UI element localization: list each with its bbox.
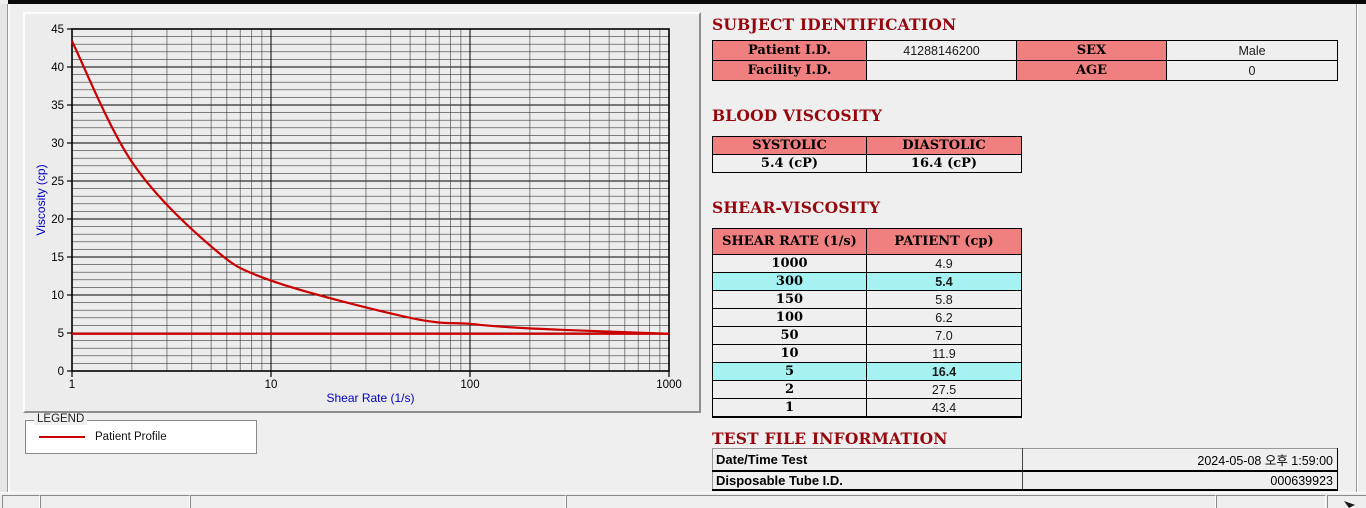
test-file-information-title: TEST FILE INFORMATION bbox=[712, 429, 948, 448]
patient-cp-cell: 5.4 bbox=[866, 272, 1022, 291]
shear-viscosity-title: SHEAR-VISCOSITY bbox=[712, 198, 881, 217]
svg-text:0: 0 bbox=[58, 366, 64, 378]
table-row: 150 5.8 bbox=[712, 290, 1022, 309]
patient-cp-cell: 6.2 bbox=[866, 308, 1022, 327]
svg-text:30: 30 bbox=[51, 138, 64, 150]
blood-viscosity-title: BLOOD VISCOSITY bbox=[712, 106, 883, 125]
diastolic-value: 16.4 (cP) bbox=[866, 154, 1022, 173]
window-right-edge bbox=[1356, 4, 1358, 496]
table-header-row: SHEAR RATE (1/s) PATIENT (cp) bbox=[712, 228, 1022, 255]
shear-rate-cell: 10 bbox=[712, 344, 867, 363]
svg-text:Viscosity (cp): Viscosity (cp) bbox=[34, 164, 48, 235]
svg-text:10: 10 bbox=[51, 290, 64, 302]
status-bar-segment bbox=[40, 495, 190, 508]
svg-text:35: 35 bbox=[51, 100, 64, 112]
shear-rate-cell: 100 bbox=[712, 308, 867, 327]
date-time-label: Date/Time Test bbox=[712, 448, 1023, 472]
status-bar-segment bbox=[1327, 495, 1366, 508]
patient-id-label: Patient I.D. bbox=[712, 40, 867, 61]
diastolic-header: DIASTOLIC bbox=[866, 136, 1022, 155]
legend-entry: Patient Profile bbox=[26, 421, 256, 453]
patient-cp-cell: 11.9 bbox=[866, 344, 1022, 363]
sex-value: Male bbox=[1166, 40, 1338, 61]
viscosity-chart: 0 5 10 15 20 25 30 35 40 45 1 10 100 1000 Shear Rate (… bbox=[34, 24, 682, 405]
tube-id-value: 000639923 bbox=[1022, 471, 1338, 491]
table-row: 50 7.0 bbox=[712, 326, 1022, 345]
facility-id-label: Facility I.D. bbox=[712, 60, 867, 81]
svg-text:100: 100 bbox=[460, 379, 479, 391]
test-file-information-table: Date/Time Test 2024-05-08 오후 1:59:00 Dis… bbox=[712, 448, 1338, 491]
window-top-border bbox=[8, 0, 1366, 4]
date-time-value: 2024-05-08 오후 1:59:00 bbox=[1022, 448, 1338, 472]
svg-text:5: 5 bbox=[58, 328, 64, 340]
patient-id-value: 41288146200 bbox=[866, 40, 1017, 61]
shear-viscosity-table: SHEAR RATE (1/s) PATIENT (cp) 1000 4.9 3… bbox=[712, 228, 1022, 418]
tube-id-label: Disposable Tube I.D. bbox=[712, 471, 1023, 491]
shear-rate-cell: 5 bbox=[712, 362, 867, 381]
shear-rate-cell: 1 bbox=[712, 398, 867, 418]
table-row: 1000 4.9 bbox=[712, 254, 1022, 273]
patient-cp-cell: 16.4 bbox=[866, 362, 1022, 381]
table-row: Patient I.D. 41288146200 SEX Male bbox=[712, 40, 1338, 61]
table-row: 5 16.4 bbox=[712, 362, 1022, 381]
window-left-edge bbox=[0, 4, 8, 508]
status-bar-segment bbox=[190, 495, 566, 508]
svg-text:Shear Rate (1/s): Shear Rate (1/s) bbox=[326, 391, 414, 405]
patient-cp-cell: 5.8 bbox=[866, 290, 1022, 309]
shear-rate-column-header: SHEAR RATE (1/s) bbox=[712, 228, 867, 255]
subject-identification-title: SUBJECT IDENTIFICATION bbox=[712, 15, 957, 34]
patient-cp-cell: 4.9 bbox=[866, 254, 1022, 273]
svg-text:25: 25 bbox=[51, 176, 64, 188]
blood-viscosity-table: SYSTOLIC DIASTOLIC 5.4 (cP) 16.4 (cP) bbox=[712, 136, 1022, 173]
age-label: AGE bbox=[1016, 60, 1167, 81]
viscosity-chart-panel: 0 5 10 15 20 25 30 35 40 45 1 10 100 1000 Shear Rate (… bbox=[23, 12, 701, 413]
table-row: Disposable Tube I.D. 000639923 bbox=[712, 471, 1338, 491]
cursor-icon bbox=[1344, 501, 1355, 508]
table-row: 1 43.4 bbox=[712, 398, 1022, 418]
svg-text:1: 1 bbox=[69, 379, 75, 391]
systolic-value: 5.4 (cP) bbox=[712, 154, 867, 173]
status-bar-segment bbox=[1216, 495, 1326, 508]
legend-box-label: LEGEND bbox=[34, 413, 88, 425]
table-row: 300 5.4 bbox=[712, 272, 1022, 291]
patient-cp-cell: 43.4 bbox=[866, 398, 1022, 418]
patient-column-header: PATIENT (cp) bbox=[866, 228, 1022, 255]
svg-text:20: 20 bbox=[51, 214, 64, 226]
legend-series-label: Patient Profile bbox=[95, 431, 167, 443]
shear-rate-cell: 50 bbox=[712, 326, 867, 345]
facility-id-value bbox=[866, 60, 1017, 81]
legend-series-line bbox=[39, 436, 85, 438]
systolic-header: SYSTOLIC bbox=[712, 136, 867, 155]
table-row: Facility I.D. AGE 0 bbox=[712, 60, 1338, 81]
status-bar-segment bbox=[566, 495, 1216, 508]
sex-label: SEX bbox=[1016, 40, 1167, 61]
svg-text:15: 15 bbox=[51, 252, 64, 264]
status-bar bbox=[0, 492, 1366, 508]
shear-rate-cell: 150 bbox=[712, 290, 867, 309]
table-row: 10 11.9 bbox=[712, 344, 1022, 363]
svg-text:1000: 1000 bbox=[656, 379, 682, 391]
shear-rate-cell: 300 bbox=[712, 272, 867, 291]
table-row: 100 6.2 bbox=[712, 308, 1022, 327]
table-row: Date/Time Test 2024-05-08 오후 1:59:00 bbox=[712, 448, 1338, 472]
table-row: SYSTOLIC DIASTOLIC bbox=[712, 136, 1022, 155]
age-value: 0 bbox=[1166, 60, 1338, 81]
svg-text:10: 10 bbox=[265, 379, 278, 391]
patient-cp-cell: 7.0 bbox=[866, 326, 1022, 345]
legend-box: LEGEND Patient Profile bbox=[25, 413, 257, 454]
svg-text:45: 45 bbox=[51, 24, 64, 36]
subject-identification-table: Patient I.D. 41288146200 SEX Male Facili… bbox=[712, 40, 1338, 81]
table-row: 2 27.5 bbox=[712, 380, 1022, 399]
shear-rate-cell: 1000 bbox=[712, 254, 867, 273]
table-row: 5.4 (cP) 16.4 (cP) bbox=[712, 154, 1022, 173]
patient-cp-cell: 27.5 bbox=[866, 380, 1022, 399]
svg-text:40: 40 bbox=[51, 62, 64, 74]
status-bar-segment bbox=[2, 495, 40, 508]
shear-rate-cell: 2 bbox=[712, 380, 867, 399]
